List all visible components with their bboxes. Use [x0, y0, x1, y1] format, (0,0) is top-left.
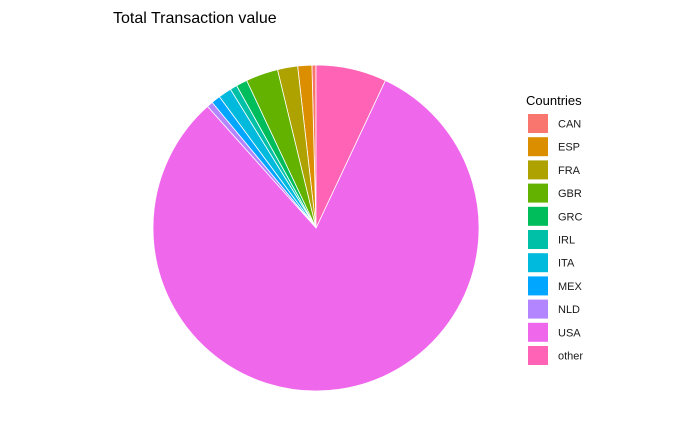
legend-label-gbr: GBR [558, 188, 582, 200]
legend-key-nld [528, 299, 548, 319]
legend-key-irl [528, 230, 548, 249]
pie-slice-usa [152, 79, 480, 392]
legend-key-usa [528, 322, 548, 342]
pie-slice-other [315, 64, 386, 229]
legend-key-ita [528, 253, 548, 273]
legend-key-mex [528, 276, 548, 296]
legend-label-usa: USA [558, 327, 581, 339]
legend-label-esp: ESP [558, 142, 580, 154]
legend-label-other: other [558, 351, 583, 363]
pie-slices [152, 64, 480, 392]
legend-key-can [528, 114, 548, 133]
legend-title: Countries [526, 93, 582, 108]
legend-key-other [528, 346, 548, 365]
legend-label-ita: ITA [558, 258, 575, 270]
legend-label-grc: GRC [558, 211, 583, 223]
legend-key-grc [528, 206, 548, 226]
chart-title: Total Transaction value [113, 10, 277, 27]
legend-key-gbr [528, 183, 548, 203]
legend-label-irl: IRL [558, 235, 575, 247]
legend-label-nld: NLD [558, 304, 580, 316]
legend: Countries CAN ESP FRA GBR GRC IRL ITA MEX NLD USA… [526, 93, 583, 365]
legend-key-esp [528, 137, 548, 157]
legend-label-mex: MEX [558, 281, 583, 293]
legend-key-fra [528, 160, 548, 180]
legend-label-can: CAN [558, 119, 581, 131]
legend-label-fra: FRA [558, 165, 581, 177]
